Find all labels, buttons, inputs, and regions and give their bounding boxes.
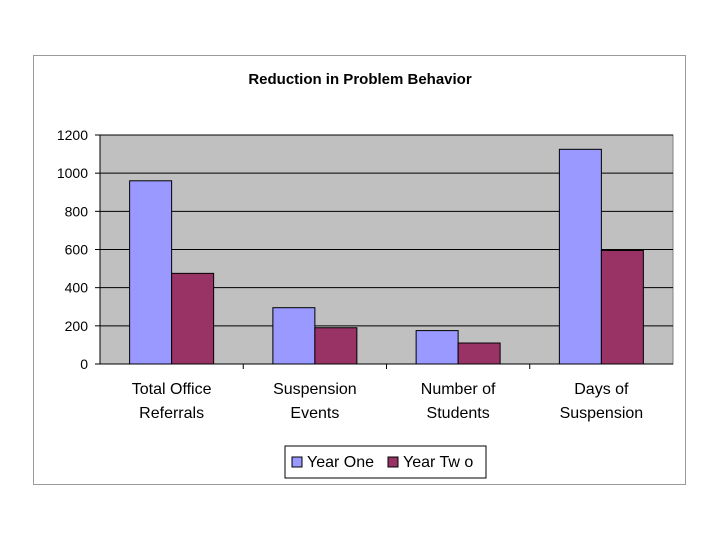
legend-label: Year Tw o [403, 454, 473, 471]
bar [457, 342, 501, 365]
bar [129, 180, 173, 365]
y-tick-label: 800 [65, 203, 89, 219]
y-tick-label: 200 [65, 318, 89, 334]
x-tick-label: Total Office [132, 381, 212, 398]
bar [600, 249, 644, 365]
y-tick-label: 0 [80, 356, 88, 372]
bar [314, 327, 358, 365]
legend-box [284, 445, 487, 479]
bar [171, 272, 215, 365]
y-tick-label: 1000 [57, 165, 88, 181]
x-tick-label: Referrals [139, 405, 204, 422]
x-tick-label: Number of [421, 381, 496, 398]
y-tick-label: 400 [65, 280, 89, 296]
bar [415, 330, 459, 365]
x-tick-label: Events [290, 405, 339, 422]
plot-area: 0 200 400 600 800 1000 1200 Total Office Referra… [57, 127, 674, 422]
bar [272, 307, 316, 365]
legend-label: Year One [307, 454, 374, 471]
legend-swatch [387, 456, 399, 468]
y-tick-label: 600 [65, 242, 89, 258]
x-tick-label: Suspension [273, 381, 357, 398]
legend: Year One Year Tw o [284, 445, 487, 479]
x-tick-label: Suspension [560, 405, 644, 422]
y-tick-label: 1200 [57, 127, 88, 143]
chart-title: Reduction in Problem Behavior [248, 71, 472, 88]
x-tick-label: Days of [574, 381, 629, 398]
legend-swatch [291, 456, 303, 468]
x-tick-label: Students [427, 405, 490, 422]
bar [558, 148, 602, 365]
